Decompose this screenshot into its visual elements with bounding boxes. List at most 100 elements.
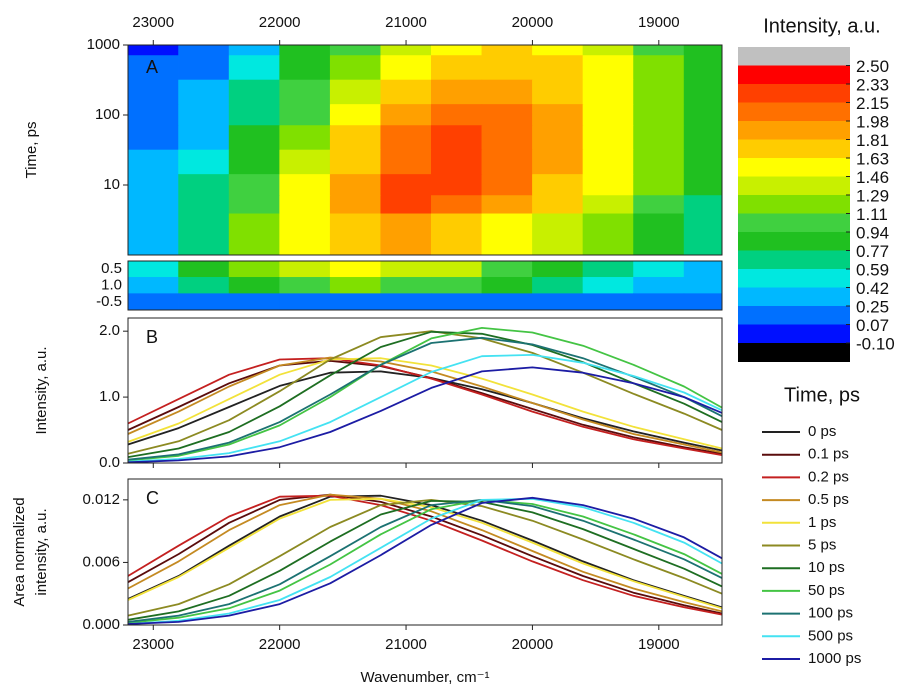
heatmap-cell: [532, 260, 584, 278]
heatmap-cell: [683, 293, 723, 311]
heatmap-cell: [431, 149, 483, 175]
heatmap-cell: [582, 174, 634, 196]
heatmap-cell: [329, 44, 382, 56]
series-line: [127, 354, 723, 463]
heatmap-cell: [431, 55, 483, 81]
heatmap-cell: [279, 125, 331, 151]
y-tick-label: -0.5: [96, 293, 122, 310]
heatmap-cell: [431, 277, 483, 294]
heatmap-cell: [228, 44, 280, 56]
legend-label: 50 ps: [808, 582, 845, 599]
colorbar-label: 0.25: [856, 297, 889, 316]
series-line: [127, 499, 723, 623]
heatmap-cell: [127, 44, 179, 56]
heatmap-cell: [380, 104, 432, 126]
heatmap-cell: [582, 195, 634, 215]
legend-label: 10 ps: [808, 559, 845, 576]
heatmap-cell: [127, 277, 179, 294]
heatmap-cell: [380, 55, 432, 81]
series-line: [127, 500, 723, 621]
heatmap-cell: [481, 195, 533, 215]
heatmap-cell: [683, 55, 723, 81]
heatmap-cell: [329, 213, 382, 256]
heatmap-cell: [178, 125, 230, 151]
heatmap-cell: [582, 149, 634, 175]
series-line: [127, 327, 723, 462]
x-tick-label: 20000: [512, 14, 554, 31]
y-tick-label: 10: [103, 176, 120, 193]
colorbar-band: [738, 139, 850, 159]
plot-frame: [127, 260, 723, 311]
heatmap-cell: [228, 174, 280, 196]
panel-label: C: [146, 488, 159, 508]
heatmap-cell: [178, 44, 230, 56]
heatmap-cell: [633, 174, 685, 196]
heatmap-cell: [228, 293, 280, 311]
colorbar-label: 0.94: [856, 223, 889, 242]
heatmap-cell: [683, 260, 723, 278]
heatmap-cell: [279, 277, 331, 294]
colorbar-band: [738, 269, 850, 288]
heatmap-cell: [178, 195, 230, 215]
series-line: [127, 336, 723, 461]
heatmap-cell: [329, 260, 382, 278]
y-tick-label: 0.5: [101, 260, 122, 277]
heatmap-cell: [532, 125, 584, 151]
series-line: [127, 499, 723, 617]
heatmap-cell: [481, 260, 533, 278]
heatmap-cell: [481, 293, 533, 311]
series-line: [127, 357, 723, 456]
heatmap-cell: [380, 125, 432, 151]
heatmap-cell: [532, 55, 584, 81]
heatmap-cell: [481, 104, 533, 126]
heatmap-cell: [279, 55, 331, 81]
series-line: [127, 494, 723, 616]
heatmap-cell: [633, 79, 685, 105]
x-tick-label: 20000: [512, 636, 554, 653]
series-line: [127, 496, 723, 625]
heatmap-cell: [431, 195, 483, 215]
colorbar-band: [738, 47, 850, 66]
heatmap-cell: [228, 104, 280, 126]
heatmap-cell: [279, 195, 331, 215]
legend-label: 0.1 ps: [808, 446, 849, 463]
heatmap-cell: [228, 277, 280, 294]
heatmap-cell: [127, 125, 179, 151]
heatmap-cell: [431, 104, 483, 126]
heatmap-cell: [279, 174, 331, 196]
heatmap-cell: [329, 293, 382, 311]
y-axis-label: intensity, a.u.: [33, 508, 50, 595]
heatmap-cell: [633, 55, 685, 81]
heatmap-cell: [582, 79, 634, 105]
heatmap-cell: [582, 44, 634, 56]
legend-title: Time, ps: [784, 384, 860, 406]
y-tick-label: 100: [95, 106, 120, 123]
colorbar-label: 1.46: [856, 168, 889, 187]
colorbar-label: 1.29: [856, 186, 889, 205]
heatmap-cell: [582, 293, 634, 311]
heatmap-cell: [431, 125, 483, 151]
colorbar-band: [738, 250, 850, 270]
heatmap-cell: [683, 44, 723, 56]
heatmap-cell: [329, 174, 382, 196]
heatmap-cell: [582, 277, 634, 294]
y-axis-label: Time, ps: [23, 122, 40, 179]
heatmap-cell: [380, 260, 432, 278]
break-gap: [128, 255, 722, 261]
x-tick-label: 22000: [259, 636, 301, 653]
legend-label: 0.5 ps: [808, 491, 849, 508]
heatmap-cell: [279, 79, 331, 105]
series-line: [127, 493, 723, 613]
legend-label: 500 ps: [808, 627, 853, 644]
plot-frame: [127, 317, 723, 464]
heatmap-cell: [683, 213, 723, 256]
y-tick-label: 1.0: [99, 388, 120, 405]
y-tick-label: 1000: [87, 36, 120, 53]
heatmap-cell: [228, 149, 280, 175]
heatmap-cell: [633, 149, 685, 175]
heatmap-cell: [633, 125, 685, 151]
y-axis-label: Area normalized: [11, 497, 28, 606]
colorbar-band: [738, 343, 850, 362]
heatmap-cell: [178, 55, 230, 81]
colorbar-band: [738, 306, 850, 325]
